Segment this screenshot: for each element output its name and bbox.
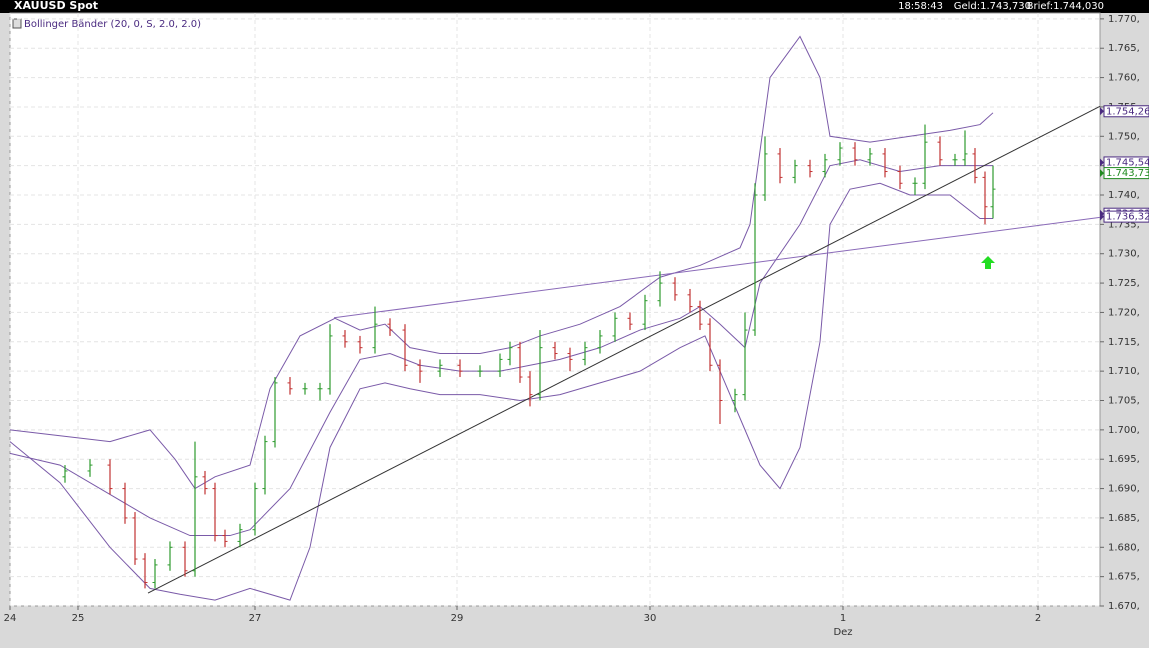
price-label: 1.743,73 — [1106, 168, 1149, 179]
title-bar — [0, 0, 1149, 13]
price-box — [1103, 105, 1149, 118]
y-tick-label: 1.730, — [1108, 249, 1140, 260]
x-tick-label: 2 — [1035, 613, 1041, 624]
y-tick-label: 1.695, — [1108, 454, 1140, 465]
indicator-label: Bollinger Bänder (20, 0, S, 2.0, 2.0) — [24, 19, 201, 30]
price-label: 1.745,546 — [1106, 157, 1149, 168]
y-tick-label: 1.765, — [1108, 43, 1140, 54]
bid: Geld:1.743,730 — [954, 1, 1031, 12]
x-tick-label: 24 — [4, 613, 17, 624]
indicator-close[interactable] — [12, 18, 22, 29]
price-box — [1103, 210, 1149, 223]
price-label: 1.754,263 — [1106, 106, 1149, 117]
symbol: XAUUSD Spot — [14, 0, 98, 12]
y-tick-label: 1.705, — [1108, 396, 1140, 407]
y-tick-label: 1.680, — [1108, 542, 1140, 553]
x-tick-label: 27 — [249, 613, 262, 624]
x-tick-label: 29 — [451, 613, 464, 624]
price-marker — [1100, 169, 1104, 178]
trend-line — [147, 105, 1101, 594]
y-tick-label: 1.715, — [1108, 337, 1140, 348]
y-tick-label: 1.735, — [1108, 219, 1140, 230]
y-tick-label: 1.740, — [1108, 190, 1140, 201]
y-tick-label: 1.720, — [1108, 307, 1140, 318]
y-tick-label: 1.670, — [1108, 601, 1140, 612]
y-tick-label: 1.710, — [1108, 366, 1140, 377]
signal-arrow — [981, 256, 995, 269]
y-tick-label: 1.725, — [1108, 278, 1140, 289]
x-tick-label: 30 — [644, 613, 657, 624]
y-tick-label: 1.685, — [1108, 513, 1140, 524]
price-label: 1.736,321 — [1106, 212, 1149, 223]
x-tick-label: 25 — [72, 613, 85, 624]
y-tick-label: 1.675, — [1108, 572, 1140, 583]
y-tick-label: 1.770, — [1108, 14, 1140, 25]
y-tick-label: 1.760, — [1108, 73, 1140, 84]
bollinger-band — [9, 182, 993, 601]
x-tick-label: 1 — [840, 613, 846, 624]
y-tick-label: 1.690, — [1108, 484, 1140, 495]
y-tick-label: 1.700, — [1108, 425, 1140, 436]
plot-area — [9, 12, 1101, 607]
price-marker — [1100, 158, 1104, 167]
trend-line — [333, 216, 1101, 319]
price-marker — [1100, 107, 1104, 116]
ask: Brief:1.744,030 — [1027, 1, 1104, 12]
price-box — [1103, 167, 1149, 180]
clock: 18:58:43 — [898, 1, 943, 12]
price-marker — [1100, 212, 1104, 221]
y-tick-label: 1.750, — [1108, 131, 1140, 142]
month-label: Dez — [833, 627, 852, 638]
